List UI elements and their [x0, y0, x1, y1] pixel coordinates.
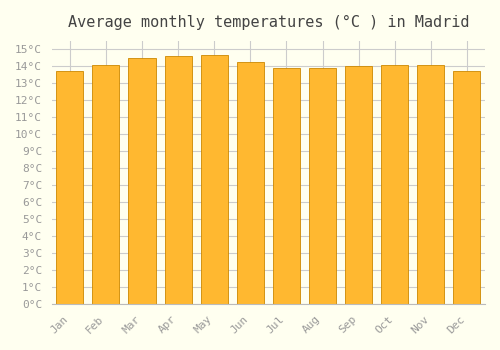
Bar: [56, 71, 84, 304]
Bar: [128, 58, 156, 304]
Bar: [309, 68, 336, 304]
Bar: [164, 56, 192, 304]
Bar: [381, 65, 408, 304]
Bar: [418, 65, 444, 304]
Bar: [237, 62, 264, 304]
Bar: [345, 65, 372, 304]
Title: Average monthly temperatures (°C ) in Madrid: Average monthly temperatures (°C ) in Ma…: [68, 15, 469, 30]
Bar: [200, 55, 228, 304]
Bar: [454, 71, 480, 304]
Bar: [273, 68, 300, 304]
Bar: [92, 65, 120, 304]
